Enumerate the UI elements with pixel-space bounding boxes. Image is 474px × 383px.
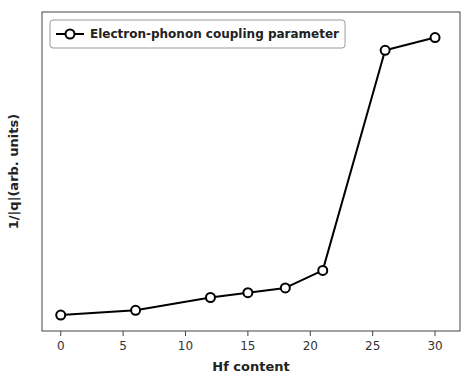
x-tick xyxy=(372,331,373,336)
x-tick xyxy=(435,331,436,336)
data-point xyxy=(431,33,440,42)
x-tick xyxy=(60,331,61,336)
plot-frame xyxy=(42,12,460,331)
x-tick xyxy=(185,331,186,336)
legend-label: Electron-phonon coupling parameter xyxy=(90,27,339,41)
x-tick-label: 10 xyxy=(178,339,193,353)
data-point xyxy=(206,293,215,302)
data-point xyxy=(131,306,140,315)
x-tick-label: 5 xyxy=(119,339,127,353)
x-tick xyxy=(123,331,124,336)
data-point xyxy=(381,46,390,55)
y-axis-label: 1/|q|(arb. units) xyxy=(6,114,21,229)
legend: Electron-phonon coupling parameter xyxy=(50,20,345,48)
chart-svg: 0 5 10 15 20 25 30 Hf content 1/|q|(arb. units) E… xyxy=(0,0,474,383)
data-point xyxy=(56,311,65,320)
data-point xyxy=(318,266,327,275)
x-tick-label: 30 xyxy=(427,339,442,353)
plot-area xyxy=(56,33,439,320)
x-tick-label: 15 xyxy=(240,339,255,353)
x-tick-label: 0 xyxy=(57,339,65,353)
series-line xyxy=(61,38,435,316)
x-tick-label: 25 xyxy=(365,339,380,353)
data-point xyxy=(243,288,252,297)
x-tick xyxy=(247,331,248,336)
chart-container: 0 5 10 15 20 25 30 Hf content 1/|q|(arb. units) E… xyxy=(0,0,474,383)
legend-box xyxy=(50,20,345,48)
x-tick xyxy=(310,331,311,336)
data-point xyxy=(281,283,290,292)
x-tick-label: 20 xyxy=(303,339,318,353)
legend-handle-marker xyxy=(66,30,75,39)
x-axis-label: Hf content xyxy=(212,359,289,374)
